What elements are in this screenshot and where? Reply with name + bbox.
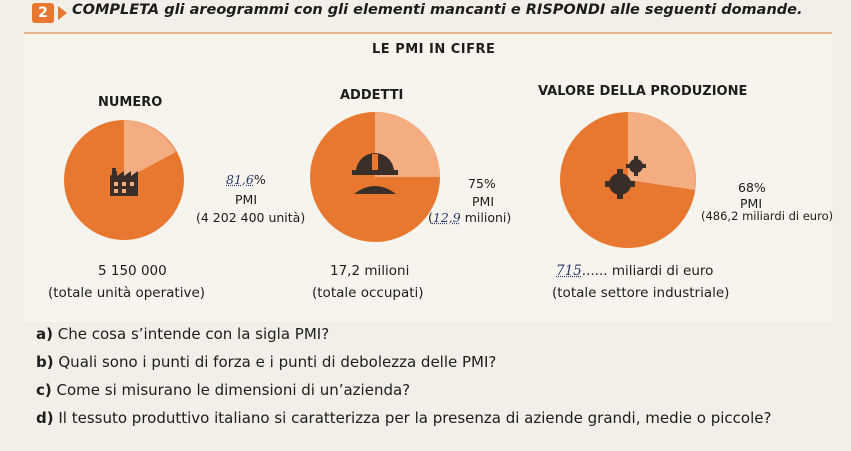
chart-total-label-valore: (totale settore industriale) bbox=[552, 285, 730, 301]
handwritten-answer: 715 bbox=[556, 263, 582, 279]
handwritten-answer: 12,9 bbox=[432, 210, 461, 225]
chart-heading-numero: NUMERO bbox=[98, 95, 163, 110]
handwritten-answer: 81,6 bbox=[226, 172, 254, 187]
chart-detail-numero: (4 202 400 unità) bbox=[196, 210, 306, 225]
instruction-text: COMPLETA gli areogrammi con gli elementi… bbox=[72, 2, 803, 18]
chart-heading-valore: VALORE DELLA PRODUZIONE bbox=[538, 84, 748, 99]
pie-chart-numero bbox=[64, 120, 184, 240]
chart-heading-addetti: ADDETTI bbox=[340, 88, 404, 103]
arrow-icon bbox=[58, 6, 67, 20]
question-b: b) Quali sono i punti di forza e i punti… bbox=[36, 353, 497, 371]
chart-share-valore: 68% bbox=[738, 180, 766, 195]
factory-icon bbox=[110, 168, 138, 196]
chart-share-addetti: 75% bbox=[468, 176, 496, 191]
question-c: c) Come si misurano le dimensioni di un’… bbox=[36, 381, 411, 399]
gears-icon bbox=[605, 156, 646, 199]
pie-slice-other bbox=[375, 112, 440, 177]
chart-total-numero: 5 150 000 bbox=[98, 263, 167, 279]
pie-chart-addetti bbox=[310, 112, 440, 242]
chart-share-label-addetti: PMI bbox=[472, 194, 495, 209]
pie-slice-other bbox=[628, 112, 696, 190]
worker-helmet-icon bbox=[352, 153, 398, 194]
exercise-number: 2 bbox=[32, 3, 54, 23]
question-d: d) Il tessuto produttivo italiano si car… bbox=[36, 409, 772, 427]
chart-total-addetti: 17,2 milioni bbox=[330, 263, 410, 279]
chart-share-label-numero: PMI bbox=[235, 192, 258, 207]
chart-total-valore: 715...... miliardi di euro bbox=[556, 263, 714, 279]
pie-chart-valore bbox=[560, 112, 696, 248]
chart-detail-valore: (486,2 miliardi di euro) bbox=[701, 209, 834, 223]
pie-slice-other bbox=[124, 120, 176, 180]
chart-detail-addetti: (12,9 milioni) bbox=[428, 210, 512, 225]
chart-total-label-numero: (totale unità operative) bbox=[48, 285, 206, 301]
question-a: a) Che cosa s’intende con la sigla PMI? bbox=[36, 325, 330, 343]
chart-total-label-addetti: (totale occupati) bbox=[312, 285, 424, 301]
chart-share-label-valore: PMI bbox=[740, 196, 763, 211]
chart-share-numero: 81,6% bbox=[226, 172, 266, 187]
panel-title: LE PMI IN CIFRE bbox=[372, 42, 496, 57]
